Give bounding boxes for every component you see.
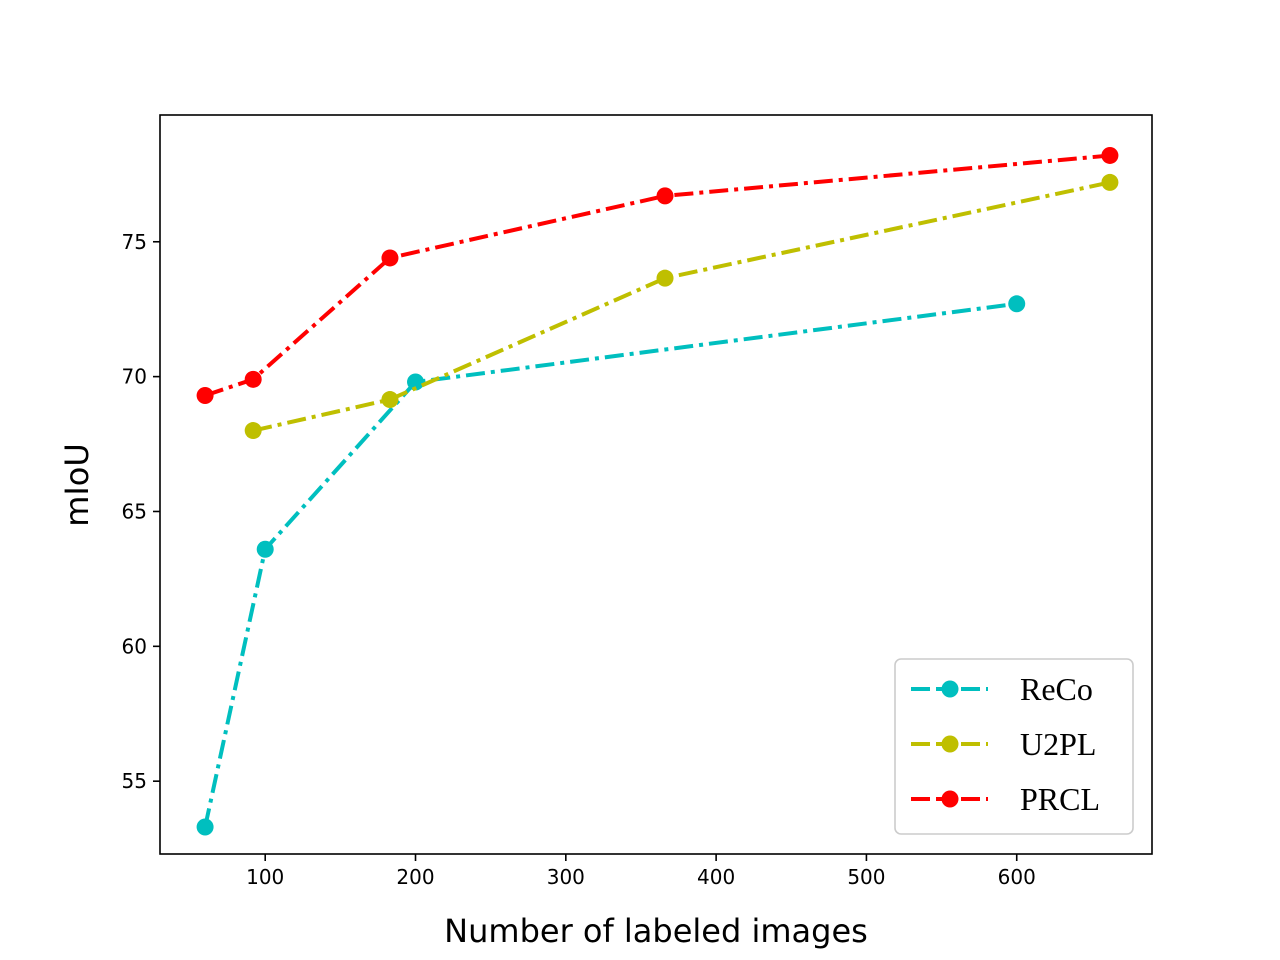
legend-entry-u2pl: U2PL xyxy=(911,726,1096,762)
legend-box xyxy=(894,658,1134,835)
y-tick-label: 65 xyxy=(122,499,147,523)
x-tick-label: 500 xyxy=(847,865,885,889)
legend-entry-reco: ReCo xyxy=(911,671,1093,707)
data-point xyxy=(656,269,674,287)
data-point xyxy=(244,422,262,440)
x-tick-label: 100 xyxy=(246,865,284,889)
data-point xyxy=(381,249,399,267)
x-tick-label: 200 xyxy=(396,865,434,889)
y-tick-label: 70 xyxy=(122,365,147,389)
series-reco xyxy=(196,295,1026,836)
y-tick-label: 75 xyxy=(122,230,147,254)
x-tick-label: 300 xyxy=(547,865,585,889)
data-point xyxy=(196,818,214,836)
legend-marker xyxy=(941,680,959,698)
legend-entry-prcl: PRCL xyxy=(911,781,1100,817)
series-prcl xyxy=(196,146,1119,404)
legend-label: PRCL xyxy=(1020,781,1100,817)
data-point xyxy=(381,391,399,409)
x-axis-label: Number of labeled images xyxy=(444,912,868,950)
x-tick-label: 600 xyxy=(998,865,1036,889)
y-tick-label: 60 xyxy=(122,634,147,658)
series-line xyxy=(252,180,1111,433)
y-axis-label: mIoU xyxy=(58,443,96,527)
legend-marker xyxy=(941,735,959,753)
y-axis-ticks: 55 60 65 70 75 xyxy=(122,230,160,793)
series-u2pl xyxy=(244,173,1119,440)
legend-label: U2PL xyxy=(1020,726,1096,762)
data-point xyxy=(196,386,214,404)
series-layer xyxy=(196,146,1119,836)
x-tick-label: 400 xyxy=(697,865,735,889)
data-point xyxy=(1101,146,1119,164)
data-point xyxy=(1008,295,1026,313)
legend: ReCo U2PL PRCL xyxy=(894,658,1134,835)
data-point xyxy=(256,540,274,558)
legend-label: ReCo xyxy=(1020,671,1093,707)
data-point xyxy=(407,373,425,391)
y-tick-label: 55 xyxy=(122,769,147,793)
series-line xyxy=(203,301,1017,828)
x-axis-ticks: 100 200 300 400 500 600 xyxy=(246,854,1036,889)
plot-frame xyxy=(159,114,1153,855)
legend-marker xyxy=(941,790,959,808)
data-point xyxy=(244,370,262,388)
data-point xyxy=(656,187,674,205)
data-point xyxy=(1101,173,1119,191)
